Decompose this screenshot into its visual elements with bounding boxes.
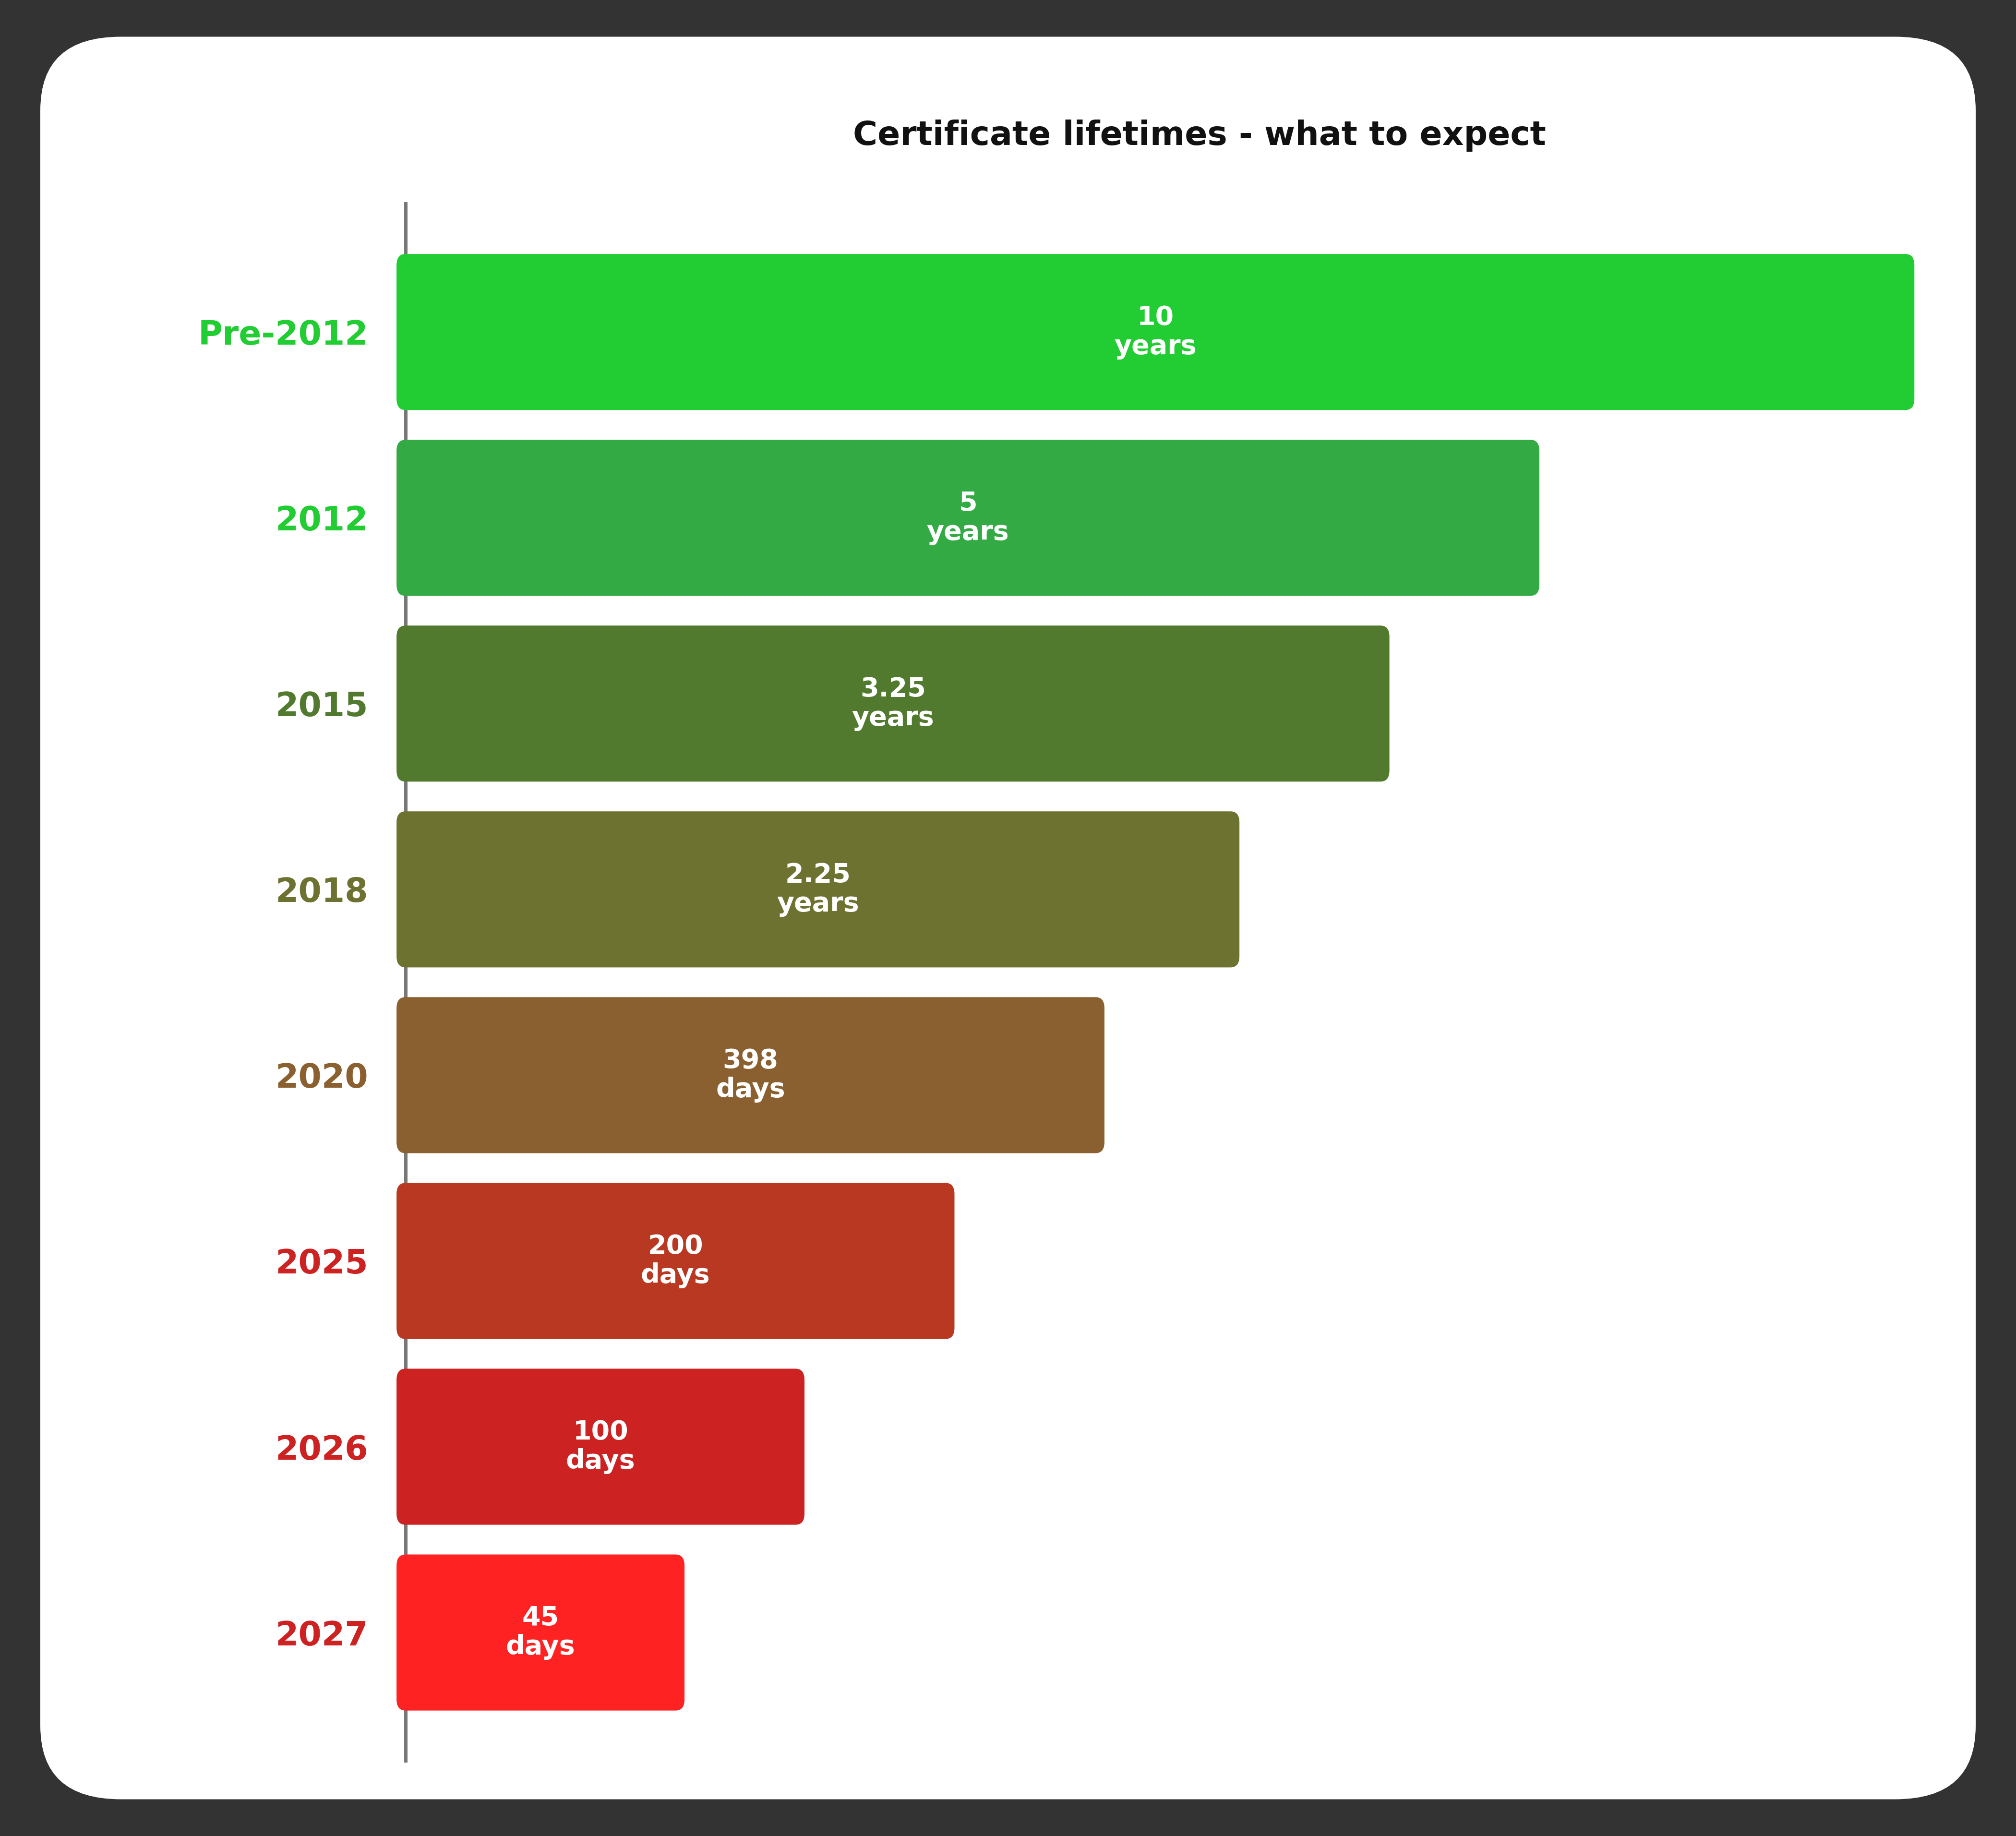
Text: 2.25
years: 2.25 years xyxy=(776,861,859,916)
Text: 3.25
years: 3.25 years xyxy=(853,676,933,731)
FancyBboxPatch shape xyxy=(397,626,1389,782)
FancyBboxPatch shape xyxy=(397,1182,954,1338)
Text: 398
days: 398 days xyxy=(716,1048,784,1103)
FancyBboxPatch shape xyxy=(397,1368,804,1524)
FancyBboxPatch shape xyxy=(397,812,1240,968)
Text: 5
years: 5 years xyxy=(927,490,1010,545)
FancyBboxPatch shape xyxy=(397,253,1915,409)
Text: Certificate lifetimes - what to expect: Certificate lifetimes - what to expect xyxy=(853,119,1546,152)
Text: 100
days: 100 days xyxy=(566,1419,635,1474)
Text: 45
days: 45 days xyxy=(506,1605,575,1660)
FancyBboxPatch shape xyxy=(397,997,1105,1153)
FancyBboxPatch shape xyxy=(397,441,1540,597)
Text: 10
years: 10 years xyxy=(1115,305,1198,360)
FancyBboxPatch shape xyxy=(397,1555,685,1711)
Text: 200
days: 200 days xyxy=(641,1234,710,1289)
